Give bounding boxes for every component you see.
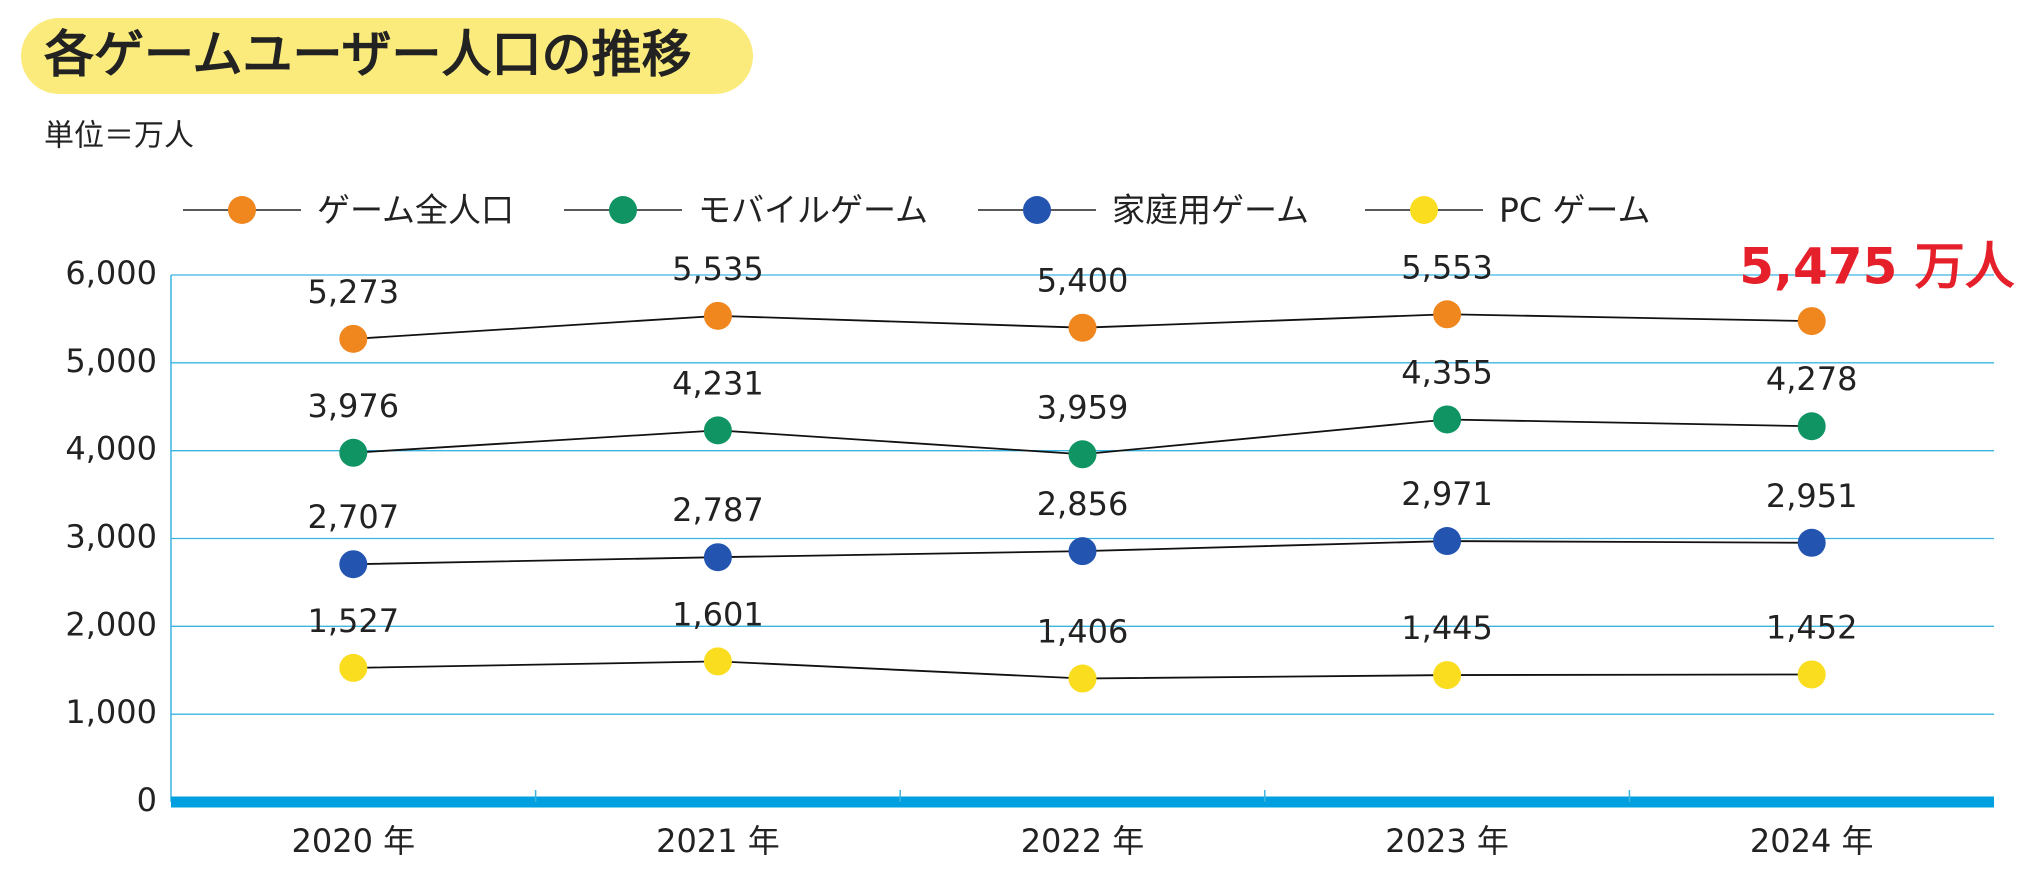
point: [1433, 661, 1462, 690]
point: [339, 653, 368, 682]
value-label: 1,406: [1037, 613, 1129, 651]
value-label: 3,959: [1037, 388, 1129, 426]
chart-title: 各ゲームユーザー人口の推移: [44, 26, 692, 84]
point: [1433, 405, 1462, 434]
point: [339, 438, 368, 467]
legend-marker: [609, 196, 637, 224]
x-tick-label: 2020 年: [291, 822, 415, 860]
value-label: 2,787: [672, 491, 764, 529]
value-label: 3,976: [307, 387, 399, 425]
point: [703, 543, 732, 572]
point: [703, 301, 732, 330]
y-tick-label: 4,000: [65, 430, 157, 468]
value-label: 5,535: [672, 250, 764, 288]
x-tick-label: 2023 年: [1385, 822, 1509, 860]
y-tick-label: 3,000: [65, 518, 157, 556]
y-tick-label: 2,000: [65, 605, 157, 643]
legend-label: ゲーム全人口: [317, 191, 514, 230]
point: [1797, 528, 1826, 557]
y-tick-label: 5,000: [65, 342, 157, 380]
legend-label: PC ゲーム: [1499, 191, 1650, 230]
point: [1797, 307, 1826, 336]
x-tick-label: 2022 年: [1021, 822, 1145, 860]
point: [339, 550, 368, 579]
value-label: 1,527: [307, 602, 399, 640]
value-label: 2,971: [1401, 475, 1493, 513]
y-tick-label: 6,000: [65, 254, 157, 292]
point: [703, 647, 732, 676]
point: [1068, 537, 1097, 566]
value-label: 4,278: [1766, 360, 1858, 398]
value-label: 1,601: [672, 595, 764, 633]
point: [1797, 412, 1826, 441]
point: [1068, 664, 1097, 693]
y-tick-label: 1,000: [65, 693, 157, 731]
x-tick-label: 2024 年: [1750, 822, 1874, 860]
value-label: 5,553: [1401, 248, 1493, 286]
point: [1433, 300, 1462, 329]
legend-label: モバイルゲーム: [698, 191, 928, 230]
chart-subtitle: 単位＝万人: [44, 119, 194, 154]
legend-marker: [1023, 196, 1051, 224]
legend-marker: [1410, 196, 1438, 224]
value-label: 2,707: [307, 498, 399, 536]
value-label: 2,951: [1766, 477, 1858, 515]
x-tick-label: 2021 年: [656, 822, 780, 860]
point: [1797, 660, 1826, 689]
point: [703, 416, 732, 445]
legend-marker: [228, 196, 256, 224]
value-label: 4,355: [1401, 353, 1493, 391]
value-label: 1,452: [1766, 608, 1858, 646]
point: [1433, 527, 1462, 556]
point: [1068, 440, 1097, 469]
value-label: 2,856: [1037, 485, 1129, 523]
highlight-label: 5,475 万人: [1739, 238, 2015, 296]
y-tick-label: 0: [137, 781, 157, 819]
point: [1068, 313, 1097, 342]
value-label: 5,400: [1037, 262, 1129, 300]
title-pill: [21, 18, 753, 94]
value-label: 4,231: [672, 364, 764, 402]
value-label: 1,445: [1401, 609, 1493, 647]
value-label: 5,273: [307, 273, 399, 311]
point: [339, 324, 368, 353]
legend-label: 家庭用ゲーム: [1112, 191, 1309, 230]
